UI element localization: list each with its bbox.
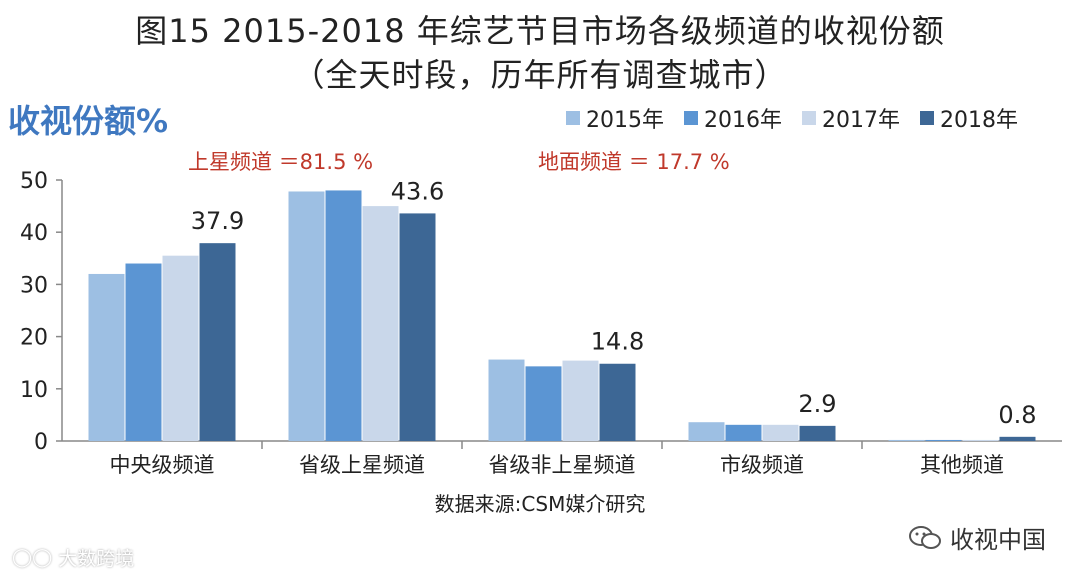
bar-2015年-省级非上星频道 bbox=[488, 359, 525, 441]
x-category-label: 中央级频道 bbox=[110, 453, 215, 477]
bar-2017年-省级非上星频道 bbox=[562, 360, 599, 441]
y-tick-label: 10 bbox=[20, 378, 48, 403]
x-category-label: 市级频道 bbox=[720, 453, 804, 477]
bar-2015年-中央级频道 bbox=[88, 273, 125, 441]
x-category-label: 其他频道 bbox=[920, 453, 1004, 477]
x-category-label: 省级非上星频道 bbox=[489, 453, 636, 477]
bar-2017年-其他频道 bbox=[962, 439, 999, 441]
bar-2015年-其他频道 bbox=[888, 439, 925, 441]
brand-right-text: 收视中国 bbox=[950, 526, 1046, 554]
bar-2016年-其他频道 bbox=[925, 439, 962, 441]
bar-2015年-省级上星频道 bbox=[288, 191, 325, 441]
data-label: 14.8 bbox=[591, 328, 644, 356]
bar-2015年-市级频道 bbox=[688, 422, 725, 441]
bar-2017年-省级上星频道 bbox=[362, 206, 399, 441]
bar-2018年-省级非上星频道 bbox=[599, 363, 636, 441]
legend-label-2016: 2016年 bbox=[704, 108, 782, 133]
legend-swatch-2017 bbox=[802, 111, 816, 125]
brand-left-text: 大数跨境 bbox=[58, 548, 135, 570]
bar-2017年-市级频道 bbox=[762, 424, 799, 441]
y-tick-label: 50 bbox=[20, 169, 48, 194]
legend-label-2017: 2017年 bbox=[822, 108, 900, 133]
legend-item-2018: 2018年 bbox=[920, 102, 1018, 134]
bar-2016年-市级频道 bbox=[725, 424, 762, 441]
data-source-note: 数据来源:CSM媒介研究 bbox=[434, 492, 646, 516]
bar-2018年-市级频道 bbox=[799, 425, 836, 441]
brand-logo-icon: ◯◯ bbox=[12, 547, 53, 568]
legend-item-2016: 2016年 bbox=[684, 102, 782, 134]
legend-item-2017: 2017年 bbox=[802, 102, 900, 134]
data-label: 37.9 bbox=[191, 207, 244, 235]
wechat-icon bbox=[909, 525, 941, 549]
terrestrial-share-annotation: 地面频道 ＝ 17.7 % bbox=[538, 150, 730, 174]
data-label: 0.8 bbox=[998, 401, 1036, 429]
chart-title-line2: （全天时段，历年所有调查城市） bbox=[292, 56, 788, 94]
legend-swatch-2016 bbox=[684, 111, 698, 125]
legend-swatch-2018 bbox=[920, 111, 934, 125]
bar-2016年-中央级频道 bbox=[125, 263, 162, 441]
brand-watermark-right: 收视中国 bbox=[908, 520, 1046, 555]
legend: 2015年 2016年 2017年 2018年 bbox=[566, 102, 1018, 134]
bar-2018年-中央级频道 bbox=[199, 243, 236, 441]
satellite-share-annotation: 上星频道 ＝81.5 % bbox=[188, 150, 374, 174]
data-label: 43.6 bbox=[391, 177, 444, 205]
y-tick-label: 0 bbox=[34, 430, 48, 455]
bar-2016年-省级非上星频道 bbox=[525, 366, 562, 441]
y-tick-label: 40 bbox=[20, 221, 48, 246]
legend-label-2015: 2015年 bbox=[586, 108, 664, 133]
bar-2017年-中央级频道 bbox=[162, 255, 199, 441]
x-category-label: 省级上星频道 bbox=[299, 453, 425, 477]
legend-swatch-2015 bbox=[566, 111, 580, 125]
y-tick-label: 30 bbox=[20, 273, 48, 298]
bar-2018年-省级上星频道 bbox=[399, 213, 436, 441]
brand-watermark-left: ◯◯ 大数跨境 bbox=[12, 544, 134, 571]
bar-2016年-省级上星频道 bbox=[325, 190, 362, 441]
legend-label-2018: 2018年 bbox=[940, 108, 1018, 133]
chart-title-line1: 图15 2015-2018 年综艺节目市场各级频道的收视份额 bbox=[135, 12, 945, 50]
y-tick-label: 20 bbox=[20, 326, 48, 351]
y-axis-label: 收视份额% bbox=[8, 102, 169, 140]
bar-2018年-其他频道 bbox=[999, 436, 1036, 441]
data-label: 2.9 bbox=[798, 390, 836, 418]
legend-item-2015: 2015年 bbox=[566, 102, 664, 134]
